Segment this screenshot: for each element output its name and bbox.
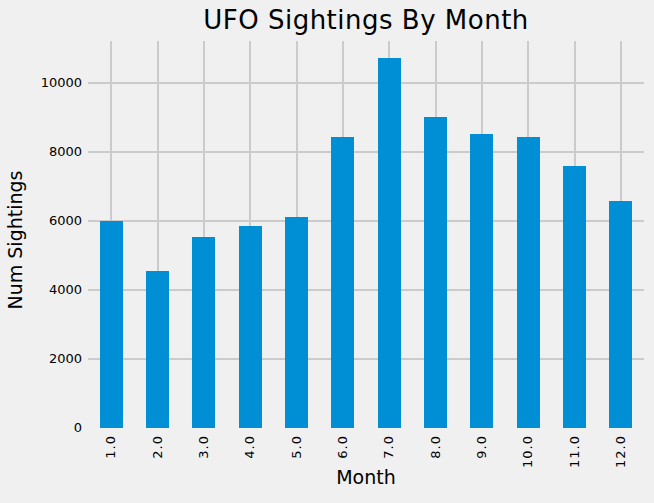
x-tick-label: 5.0	[289, 435, 305, 459]
y-tick-label: 10000	[0, 75, 82, 91]
x-tick-label: 11.0	[567, 435, 583, 468]
gridline-horizontal	[88, 289, 644, 291]
x-tick-label: 4.0	[242, 435, 258, 459]
bar-month-10.0	[517, 137, 540, 428]
plot-area	[88, 41, 644, 428]
bar-month-5.0	[285, 217, 308, 428]
x-tick-label: 6.0	[335, 435, 351, 459]
gridline-horizontal	[88, 151, 644, 153]
x-tick-label: 7.0	[381, 435, 397, 459]
y-tick-label: 8000	[0, 144, 82, 160]
x-axis-label: Month	[88, 466, 644, 488]
bar-month-11.0	[563, 166, 586, 428]
bar-month-9.0	[470, 134, 493, 428]
bar-month-2.0	[146, 271, 169, 428]
x-tick-label: 8.0	[428, 435, 444, 459]
x-tick-label: 1.0	[103, 435, 119, 459]
x-tick-label: 2.0	[150, 435, 166, 459]
gridline-horizontal	[88, 358, 644, 360]
chart-title: UFO Sightings By Month	[88, 5, 644, 35]
bar-month-3.0	[192, 237, 215, 428]
y-tick-label: 6000	[0, 213, 82, 229]
x-tick-label: 3.0	[196, 435, 212, 459]
bar-month-4.0	[239, 226, 262, 428]
x-tick-label: 9.0	[474, 435, 490, 459]
x-tick-label: 12.0	[613, 435, 629, 468]
gridline-horizontal	[88, 220, 644, 222]
y-tick-label: 0	[0, 420, 82, 436]
y-tick-label: 4000	[0, 282, 82, 298]
bar-month-7.0	[378, 58, 401, 428]
x-tick-label: 10.0	[520, 435, 536, 468]
chart-figure: UFO Sightings By Month Num Sightings 020…	[0, 0, 654, 503]
y-tick-label: 2000	[0, 351, 82, 367]
bar-month-1.0	[100, 221, 123, 428]
bar-month-8.0	[424, 117, 447, 428]
gridline-horizontal	[88, 82, 644, 84]
bar-month-12.0	[609, 201, 632, 428]
bar-month-6.0	[331, 137, 354, 428]
